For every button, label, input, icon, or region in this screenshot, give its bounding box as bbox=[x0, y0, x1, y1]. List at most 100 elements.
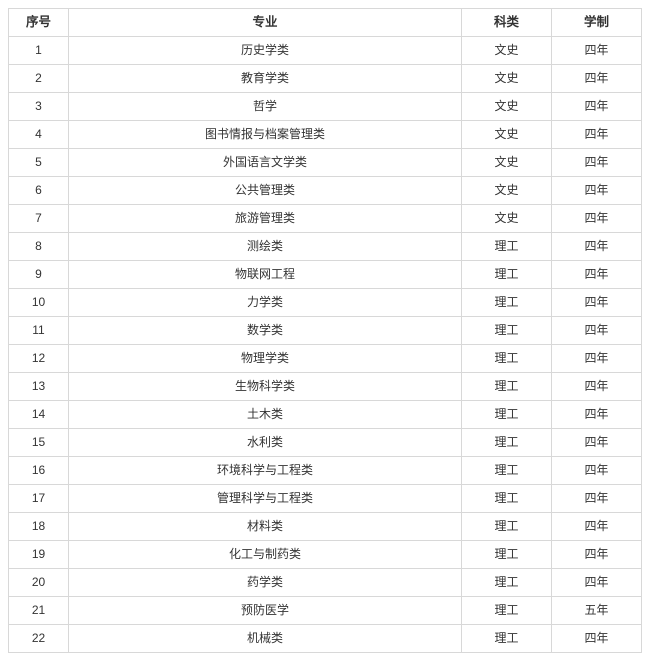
cell-major: 旅游管理类 bbox=[69, 205, 462, 233]
cell-seq: 20 bbox=[9, 569, 69, 597]
cell-major: 图书情报与档案管理类 bbox=[69, 121, 462, 149]
cell-category: 文史 bbox=[462, 65, 552, 93]
cell-category: 理工 bbox=[462, 261, 552, 289]
cell-duration: 四年 bbox=[552, 429, 642, 457]
cell-major: 土木类 bbox=[69, 401, 462, 429]
table-row: 19化工与制药类理工四年 bbox=[9, 541, 642, 569]
table-header-row: 序号 专业 科类 学制 bbox=[9, 9, 642, 37]
cell-major: 物理学类 bbox=[69, 345, 462, 373]
cell-major: 生物科学类 bbox=[69, 373, 462, 401]
cell-duration: 四年 bbox=[552, 569, 642, 597]
cell-seq: 7 bbox=[9, 205, 69, 233]
header-duration: 学制 bbox=[552, 9, 642, 37]
cell-category: 文史 bbox=[462, 149, 552, 177]
cell-category: 理工 bbox=[462, 345, 552, 373]
cell-category: 理工 bbox=[462, 569, 552, 597]
cell-seq: 22 bbox=[9, 625, 69, 653]
header-seq: 序号 bbox=[9, 9, 69, 37]
table-row: 18材料类理工四年 bbox=[9, 513, 642, 541]
cell-major: 药学类 bbox=[69, 569, 462, 597]
cell-duration: 四年 bbox=[552, 513, 642, 541]
table-row: 2教育学类文史四年 bbox=[9, 65, 642, 93]
cell-major: 水利类 bbox=[69, 429, 462, 457]
table-row: 1历史学类文史四年 bbox=[9, 37, 642, 65]
cell-major: 物联网工程 bbox=[69, 261, 462, 289]
table-row: 20药学类理工四年 bbox=[9, 569, 642, 597]
cell-seq: 18 bbox=[9, 513, 69, 541]
cell-seq: 4 bbox=[9, 121, 69, 149]
cell-major: 环境科学与工程类 bbox=[69, 457, 462, 485]
cell-major: 化工与制药类 bbox=[69, 541, 462, 569]
cell-duration: 四年 bbox=[552, 541, 642, 569]
cell-seq: 6 bbox=[9, 177, 69, 205]
cell-category: 理工 bbox=[462, 625, 552, 653]
cell-duration: 四年 bbox=[552, 121, 642, 149]
cell-major: 材料类 bbox=[69, 513, 462, 541]
table-row: 8测绘类理工四年 bbox=[9, 233, 642, 261]
cell-major: 预防医学 bbox=[69, 597, 462, 625]
cell-major: 测绘类 bbox=[69, 233, 462, 261]
table-row: 14土木类理工四年 bbox=[9, 401, 642, 429]
cell-category: 文史 bbox=[462, 37, 552, 65]
cell-category: 文史 bbox=[462, 205, 552, 233]
cell-duration: 五年 bbox=[552, 597, 642, 625]
table-header: 序号 专业 科类 学制 bbox=[9, 9, 642, 37]
cell-duration: 四年 bbox=[552, 261, 642, 289]
cell-duration: 四年 bbox=[552, 289, 642, 317]
cell-major: 管理科学与工程类 bbox=[69, 485, 462, 513]
cell-category: 理工 bbox=[462, 541, 552, 569]
cell-duration: 四年 bbox=[552, 373, 642, 401]
table-row: 17管理科学与工程类理工四年 bbox=[9, 485, 642, 513]
cell-category: 理工 bbox=[462, 233, 552, 261]
cell-category: 理工 bbox=[462, 429, 552, 457]
table-row: 4图书情报与档案管理类文史四年 bbox=[9, 121, 642, 149]
cell-duration: 四年 bbox=[552, 317, 642, 345]
cell-major: 力学类 bbox=[69, 289, 462, 317]
table-row: 21预防医学理工五年 bbox=[9, 597, 642, 625]
cell-seq: 19 bbox=[9, 541, 69, 569]
cell-seq: 8 bbox=[9, 233, 69, 261]
table-row: 12物理学类理工四年 bbox=[9, 345, 642, 373]
cell-category: 理工 bbox=[462, 513, 552, 541]
cell-category: 文史 bbox=[462, 177, 552, 205]
table-row: 6公共管理类文史四年 bbox=[9, 177, 642, 205]
cell-category: 理工 bbox=[462, 485, 552, 513]
cell-seq: 15 bbox=[9, 429, 69, 457]
cell-duration: 四年 bbox=[552, 345, 642, 373]
cell-major: 外国语言文学类 bbox=[69, 149, 462, 177]
cell-duration: 四年 bbox=[552, 65, 642, 93]
cell-category: 文史 bbox=[462, 121, 552, 149]
cell-duration: 四年 bbox=[552, 485, 642, 513]
cell-category: 文史 bbox=[462, 93, 552, 121]
cell-seq: 12 bbox=[9, 345, 69, 373]
cell-major: 哲学 bbox=[69, 93, 462, 121]
cell-major: 机械类 bbox=[69, 625, 462, 653]
cell-major: 教育学类 bbox=[69, 65, 462, 93]
table-body: 1历史学类文史四年2教育学类文史四年3哲学文史四年4图书情报与档案管理类文史四年… bbox=[9, 37, 642, 653]
table-row: 3哲学文史四年 bbox=[9, 93, 642, 121]
cell-seq: 14 bbox=[9, 401, 69, 429]
cell-seq: 5 bbox=[9, 149, 69, 177]
cell-duration: 四年 bbox=[552, 233, 642, 261]
table-row: 11数学类理工四年 bbox=[9, 317, 642, 345]
cell-category: 理工 bbox=[462, 317, 552, 345]
cell-seq: 1 bbox=[9, 37, 69, 65]
cell-duration: 四年 bbox=[552, 205, 642, 233]
table-row: 10力学类理工四年 bbox=[9, 289, 642, 317]
cell-seq: 16 bbox=[9, 457, 69, 485]
table-row: 16环境科学与工程类理工四年 bbox=[9, 457, 642, 485]
cell-duration: 四年 bbox=[552, 177, 642, 205]
cell-category: 理工 bbox=[462, 289, 552, 317]
cell-duration: 四年 bbox=[552, 401, 642, 429]
cell-duration: 四年 bbox=[552, 93, 642, 121]
cell-major: 数学类 bbox=[69, 317, 462, 345]
cell-seq: 11 bbox=[9, 317, 69, 345]
cell-major: 公共管理类 bbox=[69, 177, 462, 205]
header-category: 科类 bbox=[462, 9, 552, 37]
cell-seq: 10 bbox=[9, 289, 69, 317]
cell-seq: 17 bbox=[9, 485, 69, 513]
cell-duration: 四年 bbox=[552, 149, 642, 177]
table-row: 7旅游管理类文史四年 bbox=[9, 205, 642, 233]
table-row: 9物联网工程理工四年 bbox=[9, 261, 642, 289]
cell-major: 历史学类 bbox=[69, 37, 462, 65]
